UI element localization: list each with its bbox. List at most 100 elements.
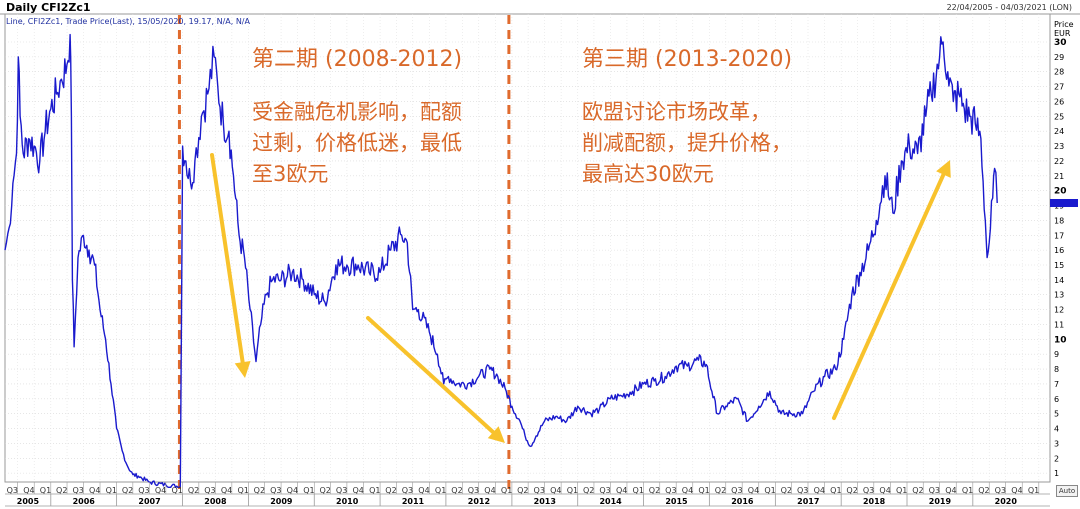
- quarter-tick-label: Q1: [435, 486, 446, 495]
- y-tick-label: 18: [1054, 216, 1064, 225]
- quarter-tick-label: Q2: [649, 486, 660, 495]
- year-tick-label: 2005: [17, 497, 40, 506]
- date-range: 22/04/2005 - 04/03/2021 (LON): [946, 3, 1072, 12]
- trend-arrows: [210, 153, 951, 443]
- y-tick-label: 2: [1054, 454, 1059, 463]
- quarter-tick-label: Q4: [550, 486, 561, 495]
- quarter-tick-label: Q4: [155, 486, 166, 495]
- year-tick-label: 2020: [995, 497, 1018, 506]
- quarter-tick-label: Q1: [106, 486, 117, 495]
- y-tick-label: 24: [1054, 127, 1064, 136]
- y-tick-label: 5: [1054, 410, 1059, 419]
- quarter-tick-label: Q3: [929, 486, 940, 495]
- quarter-tick-label: Q3: [468, 486, 479, 495]
- arrow-head: [487, 426, 505, 443]
- y-tick-label: 8: [1054, 365, 1059, 374]
- year-tick-label: 2012: [468, 497, 490, 506]
- phase3-line-3: 最高达30欧元: [582, 162, 714, 186]
- quarter-tick-label: Q2: [715, 486, 726, 495]
- year-tick-label: 2009: [270, 497, 293, 506]
- quarter-tick-label: Q3: [863, 486, 874, 495]
- quarter-tick-label: Q2: [385, 486, 396, 495]
- auto-scale-button[interactable]: Auto: [1056, 485, 1078, 497]
- quarter-tick-label: Q1: [369, 486, 380, 495]
- y-tick-label: 7: [1054, 380, 1059, 389]
- quarter-tick-label: Q4: [418, 486, 429, 495]
- quarter-tick-label: Q1: [237, 486, 248, 495]
- arrow-rise-2018: [832, 160, 951, 420]
- y-tick-label: 16: [1054, 246, 1064, 255]
- year-tick-label: 2017: [797, 497, 819, 506]
- quarter-tick-label: Q2: [846, 486, 857, 495]
- phase-dividers: [177, 15, 511, 492]
- year-tick-label: 2010: [336, 497, 359, 506]
- quarter-tick-label: Q1: [171, 486, 182, 495]
- quarter-tick-label: Q2: [254, 486, 265, 495]
- quarter-tick-label: Q4: [221, 486, 232, 495]
- quarter-tick-label: Q3: [665, 486, 676, 495]
- y-tick-label: 10: [1054, 335, 1067, 345]
- arrow-decline-2011: [366, 316, 505, 443]
- phase2-line-3: 至3欧元: [252, 162, 329, 186]
- year-tick-label: 2011: [402, 497, 425, 506]
- quarter-tick-label: Q1: [1028, 486, 1039, 495]
- quarter-tick-label: Q1: [698, 486, 709, 495]
- quarter-tick-label: Q4: [682, 486, 693, 495]
- phase3-line-1: 欧盟讨论市场改革，: [582, 100, 771, 124]
- quarter-tick-label: Q1: [40, 486, 51, 495]
- quarter-tick-label: Q1: [501, 486, 512, 495]
- quarter-tick-label: Q2: [912, 486, 923, 495]
- year-tick-label: 2007: [138, 497, 160, 506]
- quarter-tick-label: Q3: [534, 486, 545, 495]
- y-tick-label: 9: [1054, 350, 1059, 359]
- quarter-tick-label: Q2: [319, 486, 330, 495]
- quarter-tick-label: Q2: [517, 486, 528, 495]
- series-legend: Line, CFI2Zc1, Trade Price(Last), 15/05/…: [6, 17, 250, 26]
- quarter-tick-label: Q1: [764, 486, 775, 495]
- quarter-tick-label: Q1: [633, 486, 644, 495]
- phase2-annotation: 第二期 (2008-2012) 受金融危机影响，配额 过剩，价格低迷，最低 至3…: [252, 44, 462, 190]
- price-line: [4, 33, 998, 488]
- quarter-tick-label: Q3: [599, 486, 610, 495]
- y-tick-label: 21: [1054, 172, 1064, 181]
- arrow-decline-2008: [210, 153, 251, 378]
- arrow-shaft: [210, 153, 245, 365]
- y-tick-label: 15: [1054, 261, 1064, 270]
- quarter-tick-label: Q2: [56, 486, 67, 495]
- quarter-tick-label: Q1: [896, 486, 907, 495]
- quarter-tick-label: Q3: [7, 486, 18, 495]
- quarter-tick-label: Q4: [287, 486, 298, 495]
- y-tick-label: 29: [1054, 53, 1064, 62]
- quarter-tick-label: Q2: [978, 486, 989, 495]
- y-tick-label: 12: [1054, 306, 1064, 315]
- arrow-shaft: [366, 316, 496, 435]
- y-tick-label: 22: [1054, 157, 1064, 166]
- y-tick-label: 25: [1054, 112, 1064, 121]
- quarter-tick-label: Q2: [122, 486, 133, 495]
- plot-frame: [4, 13, 1051, 483]
- chart-title: Daily CFI2Zc1: [6, 1, 91, 14]
- arrow-head: [234, 361, 251, 378]
- quarter-tick-label: Q3: [402, 486, 413, 495]
- year-tick-label: 2014: [599, 497, 622, 506]
- quarter-tick-label: Q1: [303, 486, 314, 495]
- year-tick-label: 2019: [929, 497, 952, 506]
- y-tick-label: 30: [1054, 38, 1067, 48]
- y-tick-label: 4: [1054, 425, 1059, 434]
- quarter-tick-label: Q4: [945, 486, 956, 495]
- quarter-tick-label: Q1: [567, 486, 578, 495]
- quarter-tick-label: Q4: [352, 486, 363, 495]
- y-axis: 1234567891011121314151617181920212223242…: [1050, 38, 1078, 478]
- quarter-tick-label: Q2: [188, 486, 199, 495]
- year-tick-label: 2013: [534, 497, 556, 506]
- y-tick-label: 23: [1054, 142, 1064, 151]
- quarter-tick-label: Q4: [814, 486, 825, 495]
- quarter-tick-label: Q3: [72, 486, 83, 495]
- y-tick-label: 14: [1054, 276, 1064, 285]
- quarter-tick-label: Q3: [336, 486, 347, 495]
- quarter-tick-label: Q3: [204, 486, 215, 495]
- arrow-head: [936, 160, 951, 178]
- y-axis-unit-currency: EUR: [1054, 29, 1071, 38]
- phase2-title: 第二期 (2008-2012): [252, 47, 463, 72]
